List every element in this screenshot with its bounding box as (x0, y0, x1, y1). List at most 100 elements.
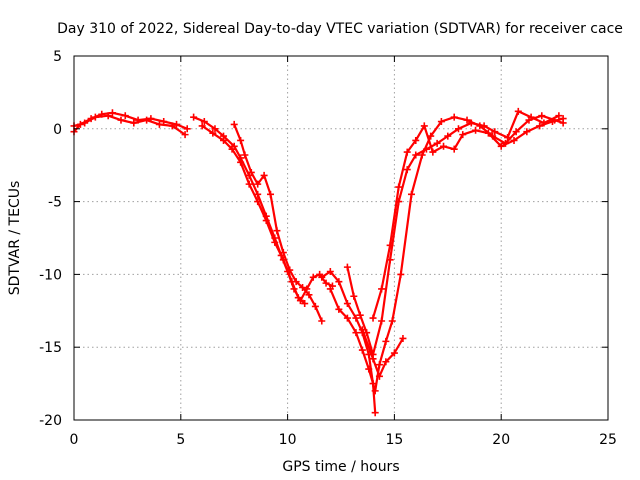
data-point (254, 198, 262, 206)
data-point (422, 145, 430, 153)
data-point (484, 129, 492, 137)
data-point (444, 132, 452, 140)
data-point (538, 112, 546, 120)
x-tick-label: 10 (279, 432, 297, 448)
data-point (440, 142, 448, 150)
y-tick-label: 0 (53, 122, 62, 138)
data-point (273, 227, 281, 235)
data-point (286, 266, 294, 274)
data-point (260, 171, 268, 179)
chart-title: Day 310 of 2022, Sidereal Day-to-day VTE… (57, 21, 623, 37)
data-point (397, 270, 405, 278)
data-point (237, 136, 245, 144)
data-point (299, 284, 307, 292)
data-point (292, 278, 300, 286)
data-point (209, 129, 217, 137)
data-point (91, 113, 99, 121)
data-point (108, 109, 116, 117)
series-tracks-a (70, 109, 336, 325)
data-point (279, 249, 287, 257)
data-point (536, 122, 544, 130)
data-point (335, 278, 343, 286)
data-point (343, 263, 351, 271)
data-point (254, 180, 262, 188)
y-tick-label: -20 (39, 413, 62, 429)
data-point (301, 300, 309, 308)
data-point (168, 122, 176, 130)
data-point (305, 291, 313, 299)
data-point (510, 136, 518, 144)
plot-frame (73, 55, 609, 421)
data-point (491, 128, 499, 136)
data-point (514, 107, 522, 115)
y-tick-label: -15 (39, 340, 62, 356)
data-point (375, 361, 383, 369)
data-point (121, 112, 129, 120)
data-point (241, 151, 249, 159)
data-point (200, 118, 208, 126)
x-tick-label: 0 (70, 432, 79, 448)
data-point (237, 158, 245, 166)
data-point (386, 241, 394, 249)
data-point (429, 148, 437, 156)
data-point (480, 122, 488, 130)
data-point (420, 122, 428, 130)
data-point (143, 116, 151, 124)
data-point (245, 180, 253, 188)
data-point (220, 136, 228, 144)
data-point (335, 305, 343, 313)
x-tick-label: 20 (492, 432, 510, 448)
x-tick-label: 25 (599, 432, 617, 448)
data-point (375, 372, 383, 380)
data-point (262, 217, 270, 225)
data-point (104, 112, 112, 120)
data-series (70, 107, 567, 417)
x-tick-label: 5 (176, 432, 185, 448)
data-point (463, 116, 471, 124)
data-point (467, 119, 475, 127)
data-point (130, 119, 138, 127)
data-point (365, 365, 373, 373)
data-point (117, 116, 125, 124)
data-point (81, 119, 89, 127)
data-point (399, 334, 407, 342)
data-point (412, 136, 420, 144)
data-point (358, 346, 366, 354)
data-point (382, 337, 390, 345)
x-tick-label: 15 (385, 432, 403, 448)
data-point (190, 113, 198, 121)
data-point (309, 273, 317, 281)
y-tick-label: -10 (39, 267, 62, 283)
x-axis-label: GPS time / hours (282, 459, 399, 475)
data-point (371, 387, 379, 395)
data-point (271, 238, 279, 246)
data-point (527, 113, 535, 121)
y-tick-label: 5 (53, 49, 62, 65)
data-point (512, 128, 520, 136)
axis-ticks: 0 5 10 15 20 25 -20 -15 -10 -5 0 5 (39, 49, 617, 448)
data-point (356, 311, 364, 319)
data-point (211, 125, 219, 133)
data-point (395, 183, 403, 191)
data-point (173, 120, 181, 128)
data-point (311, 302, 319, 310)
data-point (504, 134, 512, 142)
data-point (230, 120, 238, 128)
data-point (318, 273, 326, 281)
data-point (403, 148, 411, 156)
data-point (350, 292, 358, 300)
data-point (198, 122, 206, 130)
data-point (181, 131, 189, 139)
data-point (371, 409, 379, 417)
data-point (369, 314, 377, 322)
data-point (318, 317, 326, 325)
data-point (497, 142, 505, 150)
data-point (358, 326, 366, 334)
data-point (326, 285, 334, 293)
data-point (378, 317, 386, 325)
data-point (343, 300, 351, 308)
data-point (412, 151, 420, 159)
data-point (382, 358, 390, 366)
